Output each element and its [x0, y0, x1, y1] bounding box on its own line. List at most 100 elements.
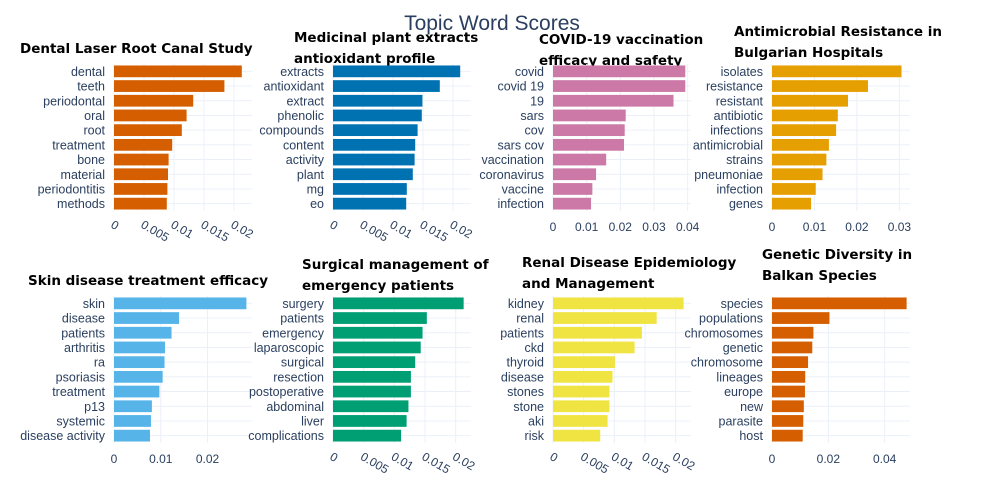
x-tick-label: 0	[109, 217, 122, 233]
category-label: postoperative	[249, 385, 324, 399]
category-label: stone	[513, 400, 544, 414]
x-tick-label: 0.015	[418, 217, 451, 244]
x-tick-label: 0.01	[575, 220, 599, 234]
category-label: skin	[83, 297, 105, 311]
bar	[333, 138, 416, 151]
category-label: resection	[273, 370, 324, 384]
bar	[333, 312, 427, 324]
x-tick-label: 0.015	[199, 217, 232, 244]
category-label: resistance	[706, 80, 763, 94]
category-label: root	[83, 124, 105, 138]
bar	[333, 385, 411, 398]
bar	[772, 124, 837, 137]
subplot-panels: Dental Laser Root Canal Study dentalteeth…	[20, 24, 942, 477]
bar	[772, 429, 803, 442]
bar	[553, 415, 608, 427]
bar	[333, 341, 421, 354]
bar	[553, 183, 593, 195]
bar	[772, 183, 816, 195]
category-label: ra	[94, 356, 105, 370]
x-tick-label: 0.02	[817, 452, 841, 466]
category-label: infections	[710, 124, 763, 138]
bar	[114, 385, 160, 398]
category-label: 19	[530, 94, 544, 108]
bar	[772, 153, 827, 166]
x-tick-label: 0.02	[670, 449, 698, 473]
subplot-6: Surgical management of emergency patients…	[248, 257, 488, 477]
category-label: arthritis	[64, 341, 105, 355]
bar	[333, 65, 461, 78]
x-tick-label: 0	[111, 452, 118, 466]
category-label: liver	[301, 414, 324, 428]
bar	[553, 429, 601, 442]
bar	[772, 94, 849, 107]
bar	[333, 400, 409, 413]
x-tick-label: 0.02	[196, 452, 220, 466]
category-label: chromosome	[691, 356, 763, 370]
bar	[772, 312, 830, 324]
bar	[114, 370, 163, 383]
subplot-title: and Management	[522, 276, 655, 292]
x-tick-label: 0	[769, 452, 776, 466]
subplot-title: Renal Disease Epidemiology	[522, 255, 736, 271]
x-tick-label: 0.01	[803, 220, 827, 234]
bar	[553, 370, 613, 383]
category-label: mg	[307, 182, 324, 196]
x-tick-label: 0	[328, 217, 341, 233]
chart-title: Topic Word Scores	[404, 12, 580, 35]
category-label: methods	[57, 197, 105, 211]
bar	[772, 326, 814, 339]
category-label: laparoscopic	[254, 341, 324, 355]
x-tick-label: 0.01	[388, 217, 416, 241]
category-label: covid 19	[497, 80, 544, 94]
category-label: antimicrobial	[693, 138, 763, 152]
bar	[333, 297, 464, 310]
bar	[333, 356, 416, 369]
category-label: treatment	[52, 385, 105, 399]
bar	[333, 80, 440, 92]
category-label: chromosomes	[685, 326, 764, 340]
bar	[553, 124, 625, 137]
x-tick-label: 0.01	[609, 449, 637, 473]
category-label: genes	[729, 197, 763, 211]
category-label: patients	[61, 326, 105, 340]
bar	[772, 109, 838, 122]
subplot-title: Skin disease treatment efficacy	[28, 273, 268, 289]
subplot-title: antioxidant profile	[294, 51, 435, 67]
category-label: complications	[248, 429, 324, 443]
bar	[772, 297, 907, 310]
x-tick-label: 0.02	[229, 217, 257, 241]
category-label: antioxidant	[264, 80, 325, 94]
x-tick-label: 0.01	[169, 217, 197, 241]
bar	[553, 297, 684, 310]
category-label: new	[740, 400, 764, 414]
bar	[333, 94, 423, 107]
category-label: activity	[286, 153, 325, 167]
category-label: sars cov	[497, 138, 544, 152]
x-tick-label: 0.01	[149, 452, 173, 466]
subplot-title: COVID-19 vaccination	[539, 32, 703, 48]
bar	[553, 341, 635, 354]
x-tick-label: 0.005	[358, 217, 391, 244]
bar	[333, 326, 423, 339]
category-label: antibiotic	[714, 109, 763, 123]
subplot-title: Antimicrobial Resistance in	[734, 24, 942, 40]
x-tick-label: 0.005	[358, 449, 391, 476]
category-label: disease	[501, 370, 544, 384]
category-label: disease	[62, 312, 105, 326]
category-label: aki	[528, 414, 544, 428]
subplot-title: Surgical management of	[302, 257, 489, 273]
x-tick-label: 0	[769, 220, 776, 234]
bar	[553, 385, 610, 398]
bar	[333, 183, 407, 195]
bar	[553, 326, 642, 339]
subplot-2: Medicinal plant extracts antioxidant prof…	[259, 30, 478, 245]
bar	[553, 138, 625, 151]
bar	[333, 197, 407, 210]
subplot-title: emergency patients	[302, 278, 454, 294]
category-label: isolates	[721, 65, 763, 79]
bar	[772, 385, 805, 398]
x-tick-label: 0.005	[139, 217, 172, 244]
bar	[553, 153, 607, 166]
